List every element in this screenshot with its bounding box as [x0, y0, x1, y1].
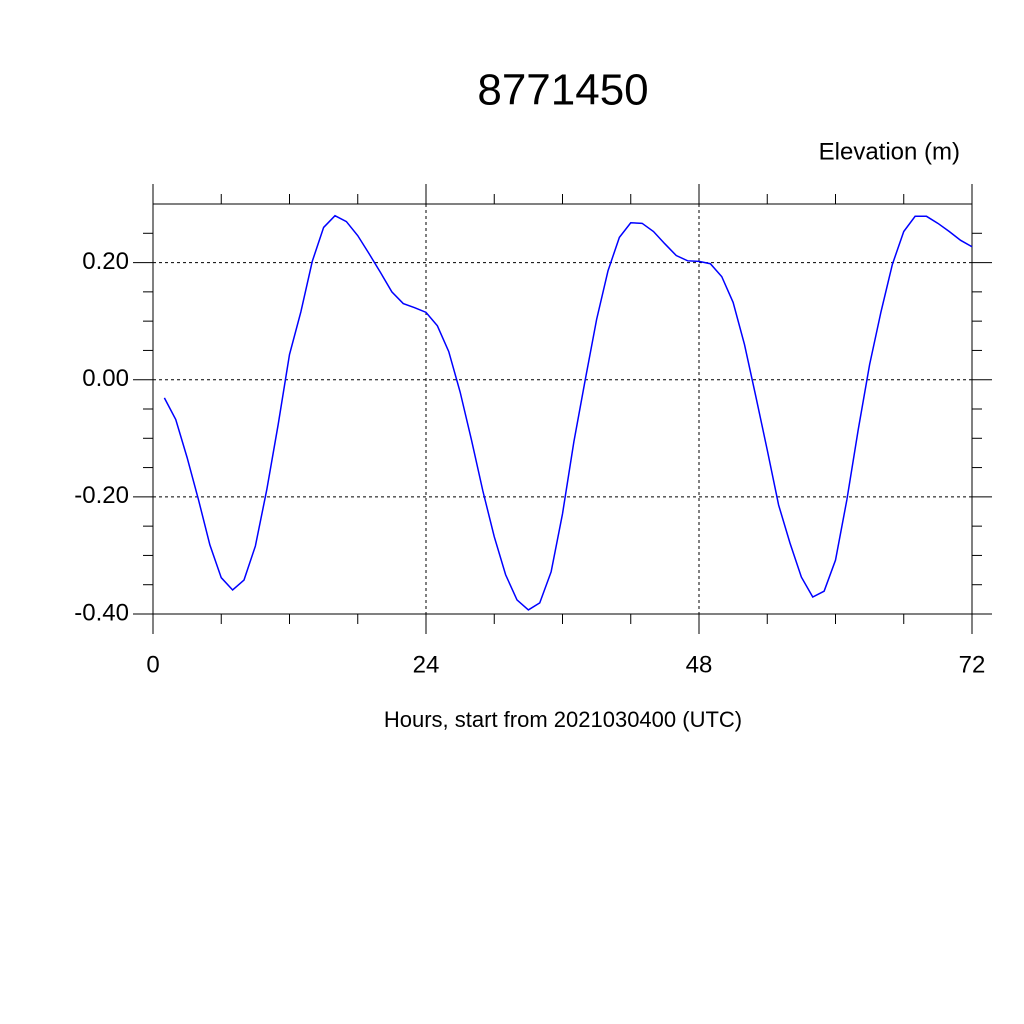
x-tick-label: 0	[146, 651, 159, 678]
y-tick-label: -0.20	[74, 482, 129, 509]
x-axis-label: Hours, start from 2021030400 (UTC)	[384, 707, 742, 732]
chart-title: 8771450	[477, 66, 648, 115]
plot-frame	[152, 203, 973, 615]
y-tick-label: 0.20	[82, 248, 129, 275]
x-tick-label: 24	[413, 651, 440, 678]
x-tick-label: 48	[686, 651, 713, 678]
y-tick-label: -0.40	[74, 599, 129, 626]
data-line	[163, 214, 973, 611]
y-tick-label: 0.00	[82, 365, 129, 392]
y-axis-label: Elevation (m)	[819, 138, 960, 165]
x-tick-label: 72	[959, 651, 986, 678]
